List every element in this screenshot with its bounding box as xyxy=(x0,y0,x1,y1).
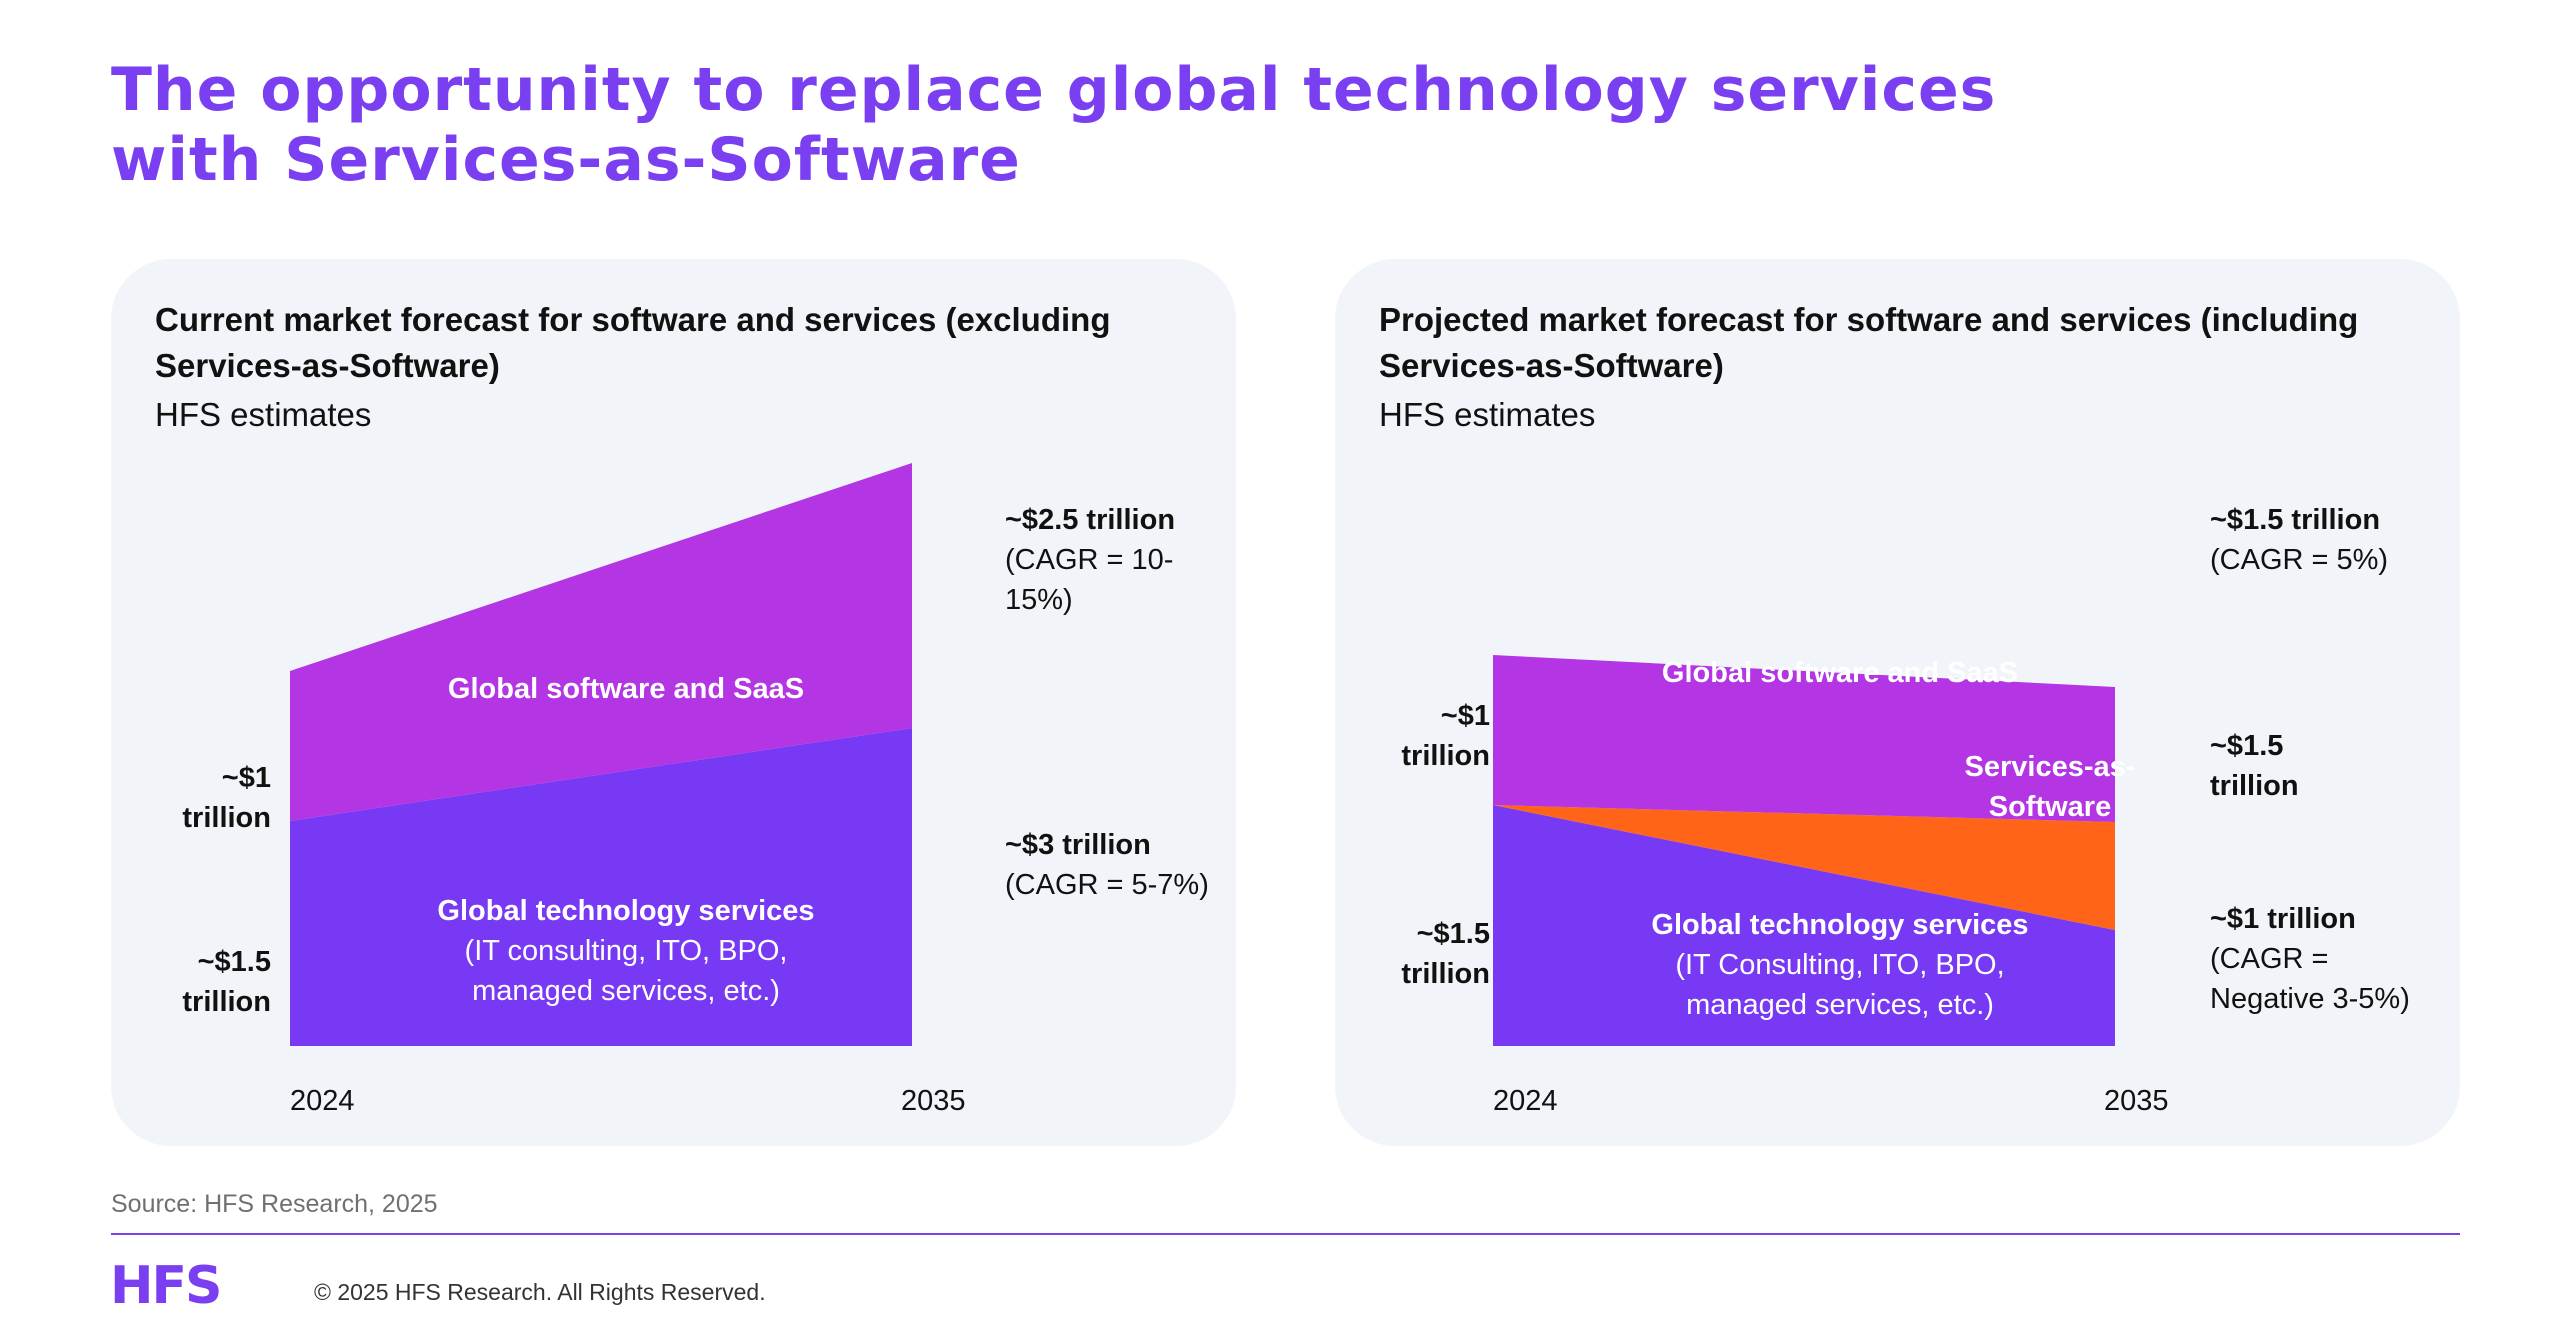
left-software-segment-text: Global software and SaaS xyxy=(447,673,805,705)
right-services-end-line-3: Negative 3-5%) xyxy=(2210,983,2410,1015)
right-sas-segment-line-2: Software xyxy=(1988,791,2112,823)
left-services-end-line-1: ~$3 trillion xyxy=(1005,829,1151,861)
right-services-end-line-1: ~$1 trillion xyxy=(2210,903,2356,935)
left-software-end-line-2: (CAGR = 10- xyxy=(1005,544,1174,576)
left-software-end-label: ~$2.5 trillion (CAGR = 10- 15%) xyxy=(1005,500,1215,620)
right-services-segment-label: Global technology services (IT Consultin… xyxy=(1490,905,2190,1025)
left-software-area xyxy=(290,463,912,821)
left-services-segment-line-2: (IT consulting, ITO, BPO, xyxy=(464,935,788,967)
left-services-start-unit: trillion xyxy=(182,986,271,1018)
right-sas-end-line-2: trillion xyxy=(2210,770,2299,802)
left-services-segment-line-1: Global technology services xyxy=(437,895,815,927)
copyright-text: © 2025 HFS Research. All Rights Reserved… xyxy=(314,1279,766,1305)
right-services-area xyxy=(1493,805,2115,1046)
right-services-segment-line-2: (IT Consulting, ITO, BPO, xyxy=(1675,949,2005,981)
right-panel-subheading: HFS estimates xyxy=(1379,396,1596,433)
right-services-start-value: ~$1.5 xyxy=(1416,918,1490,950)
right-area-chart xyxy=(1493,655,2115,1046)
right-x-tick-end: 2035 xyxy=(2104,1085,2169,1117)
right-software-end-line-1: ~$1.5 trillion xyxy=(2210,504,2381,536)
left-x-tick-start: 2024 xyxy=(290,1085,355,1117)
right-software-end-line-2: (CAGR = 5%) xyxy=(2210,544,2389,576)
right-panel-heading: Projected market forecast for software a… xyxy=(1379,301,2359,384)
left-services-end-line-2: (CAGR = 5-7%) xyxy=(1005,869,1209,901)
left-panel-subheading: HFS estimates xyxy=(155,396,372,433)
left-area-chart xyxy=(290,463,912,1046)
left-software-end-line-1: ~$2.5 trillion xyxy=(1005,504,1176,536)
page-title: The opportunity to replace global techno… xyxy=(111,55,2411,195)
right-services-end-line-2: (CAGR = xyxy=(2210,943,2329,975)
hfs-logo: HFS xyxy=(110,1256,222,1316)
left-software-start-value: ~$1 xyxy=(221,762,271,794)
right-services-start-label: ~$1.5 trillion xyxy=(1385,914,1490,994)
right-sas-end-line-1: ~$1.5 xyxy=(2210,730,2284,762)
footer-divider xyxy=(111,1233,2460,1235)
right-services-segment-line-3: managed services, etc.) xyxy=(1686,989,1994,1021)
left-software-end-line-3: 15%) xyxy=(1005,584,1073,616)
right-services-end-label: ~$1 trillion (CAGR = Negative 3-5%) xyxy=(2210,899,2450,1019)
left-services-start-value: ~$1.5 xyxy=(197,946,271,978)
right-software-start-unit: trillion xyxy=(1401,740,1490,772)
page-title-line-2: with Services-as-Software xyxy=(111,125,1021,195)
page-title-line-1: The opportunity to replace global techno… xyxy=(111,55,1997,125)
right-sas-segment-line-1: Services-as- xyxy=(1964,751,2136,783)
left-services-end-label: ~$3 trillion (CAGR = 5-7%) xyxy=(1005,825,1225,905)
left-services-area xyxy=(290,728,912,1046)
right-sas-segment-label: Services-as- Software xyxy=(1915,747,2185,827)
left-panel-heading: Current market forecast for software and… xyxy=(155,301,1111,384)
right-software-end-label: ~$1.5 trillion (CAGR = 5%) xyxy=(2210,500,2440,580)
right-software-area xyxy=(1493,655,2115,822)
right-services-start-unit: trillion xyxy=(1401,958,1490,990)
left-x-tick-end: 2035 xyxy=(901,1085,966,1117)
left-software-start-unit: trillion xyxy=(182,802,271,834)
left-software-start-label: ~$1 trillion xyxy=(161,758,271,838)
source-note: Source: HFS Research, 2025 xyxy=(111,1190,438,1218)
right-software-segment-label: Global software and SaaS xyxy=(1490,653,2190,693)
right-software-start-label: ~$1 trillion xyxy=(1385,696,1490,776)
left-services-segment-label: Global technology services (IT consultin… xyxy=(276,891,976,1011)
right-chart-panel: Projected market forecast for software a… xyxy=(1335,259,2460,1146)
right-services-segment-line-1: Global technology services xyxy=(1651,909,2029,941)
left-services-segment-line-3: managed services, etc.) xyxy=(472,975,780,1007)
left-services-start-label: ~$1.5 trillion xyxy=(161,942,271,1022)
right-software-segment-text: Global software and SaaS xyxy=(1661,657,2019,689)
right-services-as-software-area xyxy=(1493,805,2115,930)
left-software-segment-label: Global software and SaaS xyxy=(276,669,976,709)
left-chart-panel: Current market forecast for software and… xyxy=(111,259,1236,1146)
right-software-start-value: ~$1 xyxy=(1440,700,1490,732)
right-x-tick-start: 2024 xyxy=(1493,1085,1558,1117)
right-sas-end-label: ~$1.5 trillion xyxy=(2210,726,2440,806)
